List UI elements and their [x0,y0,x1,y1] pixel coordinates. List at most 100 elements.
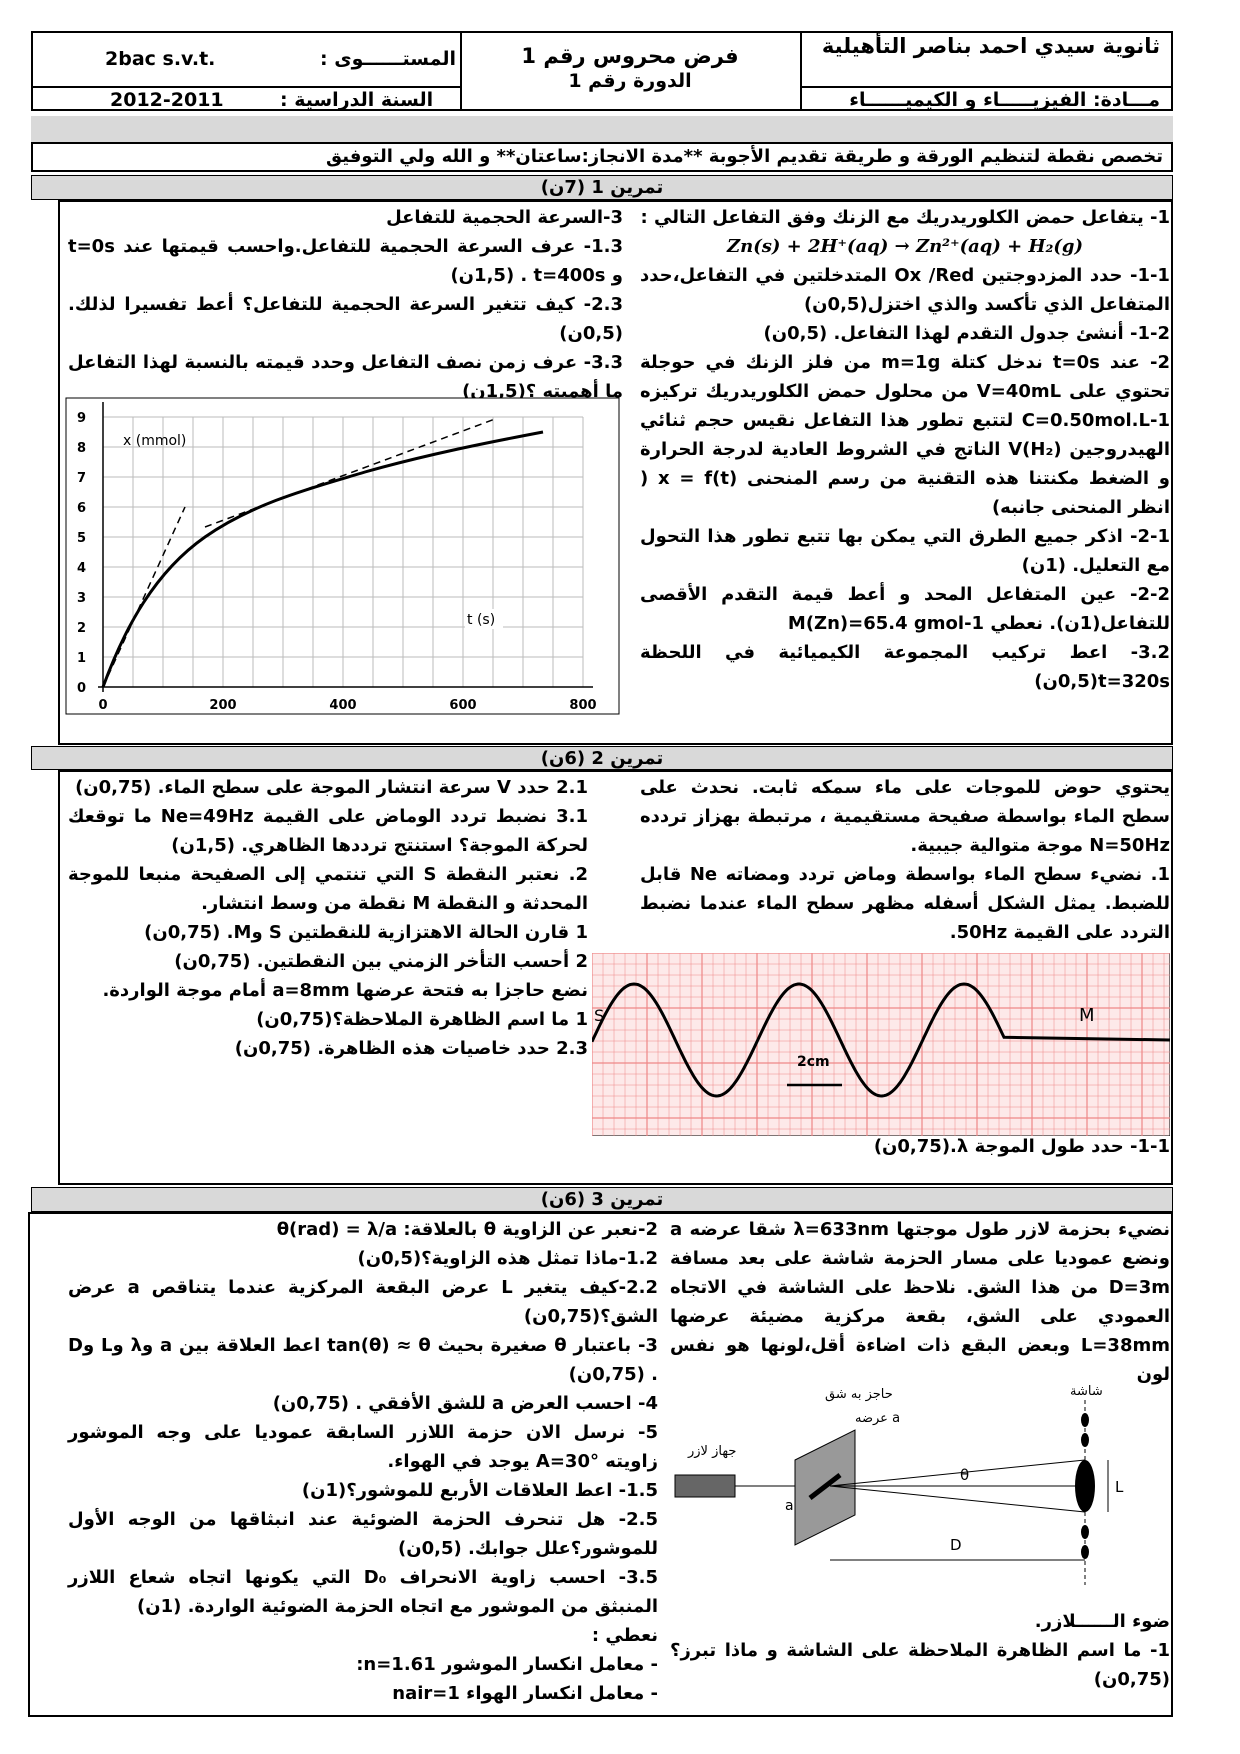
paragraph: Zn(s) + 2H⁺(aq) → Zn²⁺(aq) + H₂(g) [727,236,1083,257]
wave [592,982,1170,1098]
divider [460,31,462,111]
wave-label: M [1079,1005,1095,1026]
paragraph: 1-2- أنشئ جدول التقدم لهذا التفاعل. (0,5… [763,323,1170,344]
paragraph: نعطي : [591,1625,658,1646]
paragraph: 1. نضيء سطح الماء بواسطة وماض تردد ومضات… [640,864,1171,943]
x-axis-label: t (s) [467,612,495,628]
header-box [31,31,1173,111]
label: عرضه a [855,1411,900,1426]
paragraph: 2-نعبر عن الزاوية θ بالعلاقة: θ(rad) = λ… [276,1219,658,1240]
text-column: يحتوي حوض للموجات على ماء سمكه ثابت. نحد… [640,773,1170,947]
tangent [102,506,186,688]
x-tick-label: 400 [329,698,356,713]
divider [800,31,802,111]
paragraph: 3.2- اعط تركيب المجموعة الكيميائية في ال… [640,642,1170,692]
paragraph: ضوء الــــــلازر. [1034,1611,1170,1632]
ray [829,1459,1086,1487]
y-tick-label: 7 [77,471,86,486]
y-tick-label: 3 [77,591,86,606]
session: الدورة رقم 1 [568,70,692,92]
text-column: نضيء بحزمة لازر طول موجتها λ=633nm شقا ع… [670,1215,1170,1389]
paragraph: 3.1 نضبط تردد الوماض على القيمة Ne=49Hz … [68,806,588,856]
y-tick-label: 2 [77,621,86,636]
test-title: فرض محروس رقم 1 [521,44,739,68]
paragraph: - معامل انكسار الموشور n=1.61: [356,1654,658,1675]
divider [800,86,1173,88]
wave-figure: S M 2cm [592,953,1170,1136]
y-tick-label: 1 [77,651,86,666]
paragraph: 1.2-ماذا تمثل هذه الزاوية؟(0,5ن) [357,1248,658,1269]
label: حاجز به شق [825,1387,893,1402]
label-bg [465,609,503,629]
instructions: تخصص نقطة لتنظيم الورقة و طريقة تقديم ال… [31,142,1173,172]
y-tick-label: 6 [77,501,86,516]
paragraph: 2.3 حدد خاصيات هذه الظاهرة. (0,75ن) [234,1038,588,1059]
label: شاشة [1070,1384,1103,1399]
text-column: 1-1- حدد طول الموجة λ.(0,75ن) [640,1132,1170,1161]
level: 2bac s.v.t. [105,48,216,70]
paragraph: 1 ما اسم الظاهرة الملاحظة؟(0,75ن) [256,1009,588,1030]
paragraph: 3.3- عرف زمن نصف التفاعل وحدد قيمته بالن… [68,352,623,402]
paragraph: 2.2-كيف يتغير L عرض البقعة المركزية عندم… [68,1277,658,1327]
y-tick-label: 8 [77,441,86,456]
paragraph: 2. نعتبر النقطة S التي تنتمي إلى الصفيحة… [68,864,588,914]
label: a [785,1498,794,1514]
label: جهاز لازر [687,1444,736,1459]
label: θ [960,1466,969,1484]
paragraph: 1-1- حدد المزدوجتين Ox /Red المتدخلتين ف… [640,265,1170,315]
paragraph: نضع حاجزا به فتحة عرضها a=8mm أمام موجة … [102,980,588,1001]
x-tick-label: 0 [98,698,107,713]
exercise-title: تمرين 2 (6ن) [31,746,1173,770]
paragraph: 2.5- هل تنحرف الحزمة الضوئية عند انبثاقه… [68,1509,658,1559]
year: 2012-2011 [110,89,224,111]
diffraction-diagram: شاشة حاجز به شق عرضه a جهاز لازر θ L Da [674,1384,1124,1585]
text-column: ضوء الــــــلازر. 1- ما اسم الظاهرة الملا… [670,1607,1170,1694]
paragraph: 1- يتفاعل حمض الكلوريدريك مع الزنك وفق ا… [640,207,1170,228]
x-tick-label: 800 [569,698,596,713]
label: L [1115,1478,1124,1496]
tangent [204,418,496,528]
x-tick-label: 200 [209,698,236,713]
paragraph: 1 قارن الحالة الاهتزازية للنقطتين S وM. … [144,922,588,943]
paragraph: نضيء بحزمة لازر طول موجتها λ=633nm شقا ع… [670,1219,1170,1385]
spot [1081,1525,1089,1539]
band [31,116,1173,142]
x-tick-label: 600 [449,698,476,713]
text-column: 1- يتفاعل حمض الكلوريدريك مع الزنك وفق ا… [640,203,1170,696]
level-label: المستــــــوى : [320,48,456,70]
subject: مـــادة: الفيزيـــــاء و الكيميــــــاء [849,89,1160,111]
wave-label: S [594,1006,604,1025]
year-label: السنة الدراسية : [280,89,434,111]
paragraph: 2.1 حدد V سرعة انتشار الموجة على سطح الم… [75,777,588,798]
paragraph: 4- احسب العرض a للشق الأفقي . (0,75ن) [272,1393,658,1414]
label: D [950,1536,962,1554]
paper [592,953,1170,1136]
paragraph: 1-1- حدد طول الموجة λ.(0,75ن) [873,1136,1170,1157]
exercise-title: تمرين 1 (7ن) [31,175,1173,200]
spot [1081,1413,1089,1427]
paragraph: 2-1- اذكر جميع الطرق التي يمكن بها تتبع … [640,526,1170,576]
paragraph: 2-2- عين المتفاعل المحد و أعط قيمة التقد… [640,584,1170,634]
exercise-box [58,770,1173,1185]
spot [1081,1545,1089,1559]
paragraph: 2 أحسب التأخر الزمني بين النقطتين. (0,75… [174,951,588,972]
y-tick-label: 0 [77,681,86,696]
paragraph: 3- باعتبار θ صغيرة بحيث tan(θ) ≈ θ اعط ا… [68,1335,658,1385]
slit [808,1473,842,1500]
text-column: 2-نعبر عن الزاوية θ بالعلاقة: θ(rad) = λ… [68,1215,658,1708]
paragraph: يحتوي حوض للموجات على ماء سمكه ثابت. نحد… [640,777,1170,856]
y-axis-label: x (mmol) [123,433,186,449]
text-column: 2.1 حدد V سرعة انتشار الموجة على سطح الم… [68,773,588,1063]
exercise-box [58,200,1173,745]
exercise-box [28,1212,1173,1717]
spot [1075,1460,1095,1512]
y-tick-label: 4 [77,561,86,576]
y-tick-label: 9 [77,411,86,426]
school: ثانوية سيدي احمد بناصر التأهيلية [821,34,1160,58]
paragraph: 3.5- احسب زاوية الانحراف D₀ التي يكونها … [68,1567,658,1617]
graph: 0 1 2 3 4 5 6 7 8 9 0 200 400 600 800 x (mmol) t (s) [65,397,620,715]
paragraph: 1.5- اعط العلاقات الأربع للموشور؟(1ن) [301,1480,658,1501]
ray [829,1485,1086,1513]
paragraph: - معامل انكسار الهواء nair=1 [392,1683,658,1704]
